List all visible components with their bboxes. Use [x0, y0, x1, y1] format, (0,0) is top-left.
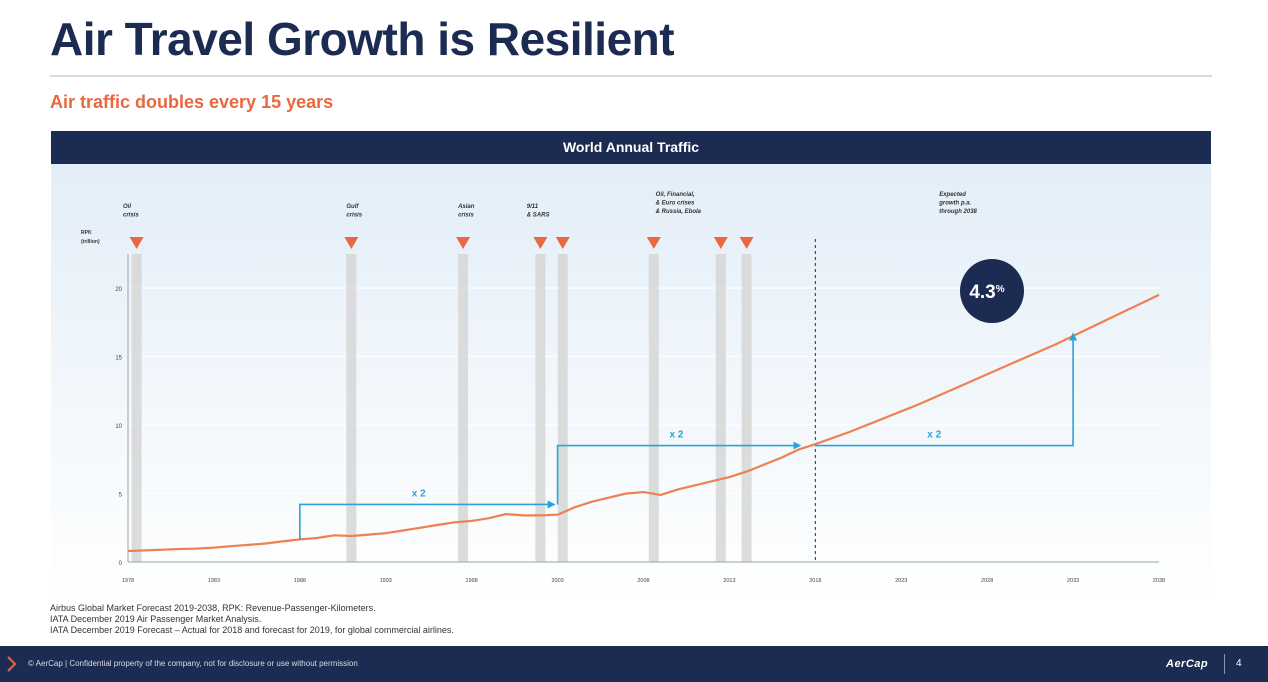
- x-tick-label: 2028: [981, 578, 993, 584]
- crisis-band: [535, 254, 546, 562]
- axes: 0 5 10 15 20 RPK (trillion) 1978 1983 1988 1993 199…: [81, 230, 1165, 584]
- crisis-label-line: & SARS: [527, 213, 550, 219]
- series-line: [127, 293, 1160, 553]
- note-line: IATA December 2019 Air Passenger Market …: [50, 614, 262, 624]
- crisis-label-line: Asian: [457, 204, 475, 210]
- x-tick-label: 2008: [637, 578, 649, 584]
- crisis-band: [715, 254, 726, 562]
- doubling-label: x 2: [412, 488, 426, 499]
- crisis-label-line: crisis: [458, 213, 474, 219]
- note-line: IATA December 2019 Forecast – Actual for…: [50, 625, 454, 635]
- crisis-label-line: crisis: [346, 213, 362, 219]
- crisis-bands: [129, 237, 754, 562]
- crisis-band: [648, 254, 659, 562]
- crisis-label: Oil, Financial, & Euro crises & Russia, Eb…: [656, 192, 702, 215]
- growth-badge-circle: [960, 259, 1024, 323]
- page-number: 4: [1236, 658, 1242, 669]
- crisis-label-line: & Euro crises: [656, 201, 695, 207]
- doubling-arrow: [299, 500, 556, 541]
- crisis-band: [458, 254, 469, 562]
- doubling-label: x 2: [670, 430, 684, 441]
- source-notes: Airbus Global Market Forecast 2019-2038,…: [50, 603, 454, 636]
- crisis-marker-icon: [129, 237, 144, 249]
- doubling-arrow: [815, 332, 1078, 447]
- growth-badge-unit: %: [996, 284, 1005, 295]
- footer-divider: [1224, 654, 1225, 674]
- x-tick-label: 1978: [122, 578, 134, 584]
- crisis-label-line: crisis: [123, 213, 139, 219]
- note-line: Airbus Global Market Forecast 2019-2038,…: [50, 603, 376, 613]
- crisis-marker-icon: [456, 237, 471, 249]
- y-tick-label: 10: [115, 424, 122, 430]
- footer-bar: © AerCap | Confidential property of the …: [0, 646, 1268, 682]
- growth-badge-value: 4.3: [969, 282, 995, 303]
- crisis-marker-icon: [344, 237, 359, 249]
- crisis-label-line: Oil: [123, 204, 131, 210]
- y-axis-label: (trillion): [81, 239, 100, 245]
- crisis-marker-icon: [555, 237, 570, 249]
- crisis-label-line: growth p.a.: [938, 201, 971, 207]
- x-tick-label: 1983: [208, 578, 220, 584]
- crisis-marker-icon: [713, 237, 728, 249]
- x-tick-label: 2003: [551, 578, 563, 584]
- growth-badge-text: 4.3%: [969, 282, 1004, 303]
- y-tick-label: 15: [115, 356, 122, 362]
- doubling-arrow: [556, 441, 802, 505]
- crisis-band: [741, 254, 752, 562]
- x-tick-label: 2038: [1153, 578, 1165, 584]
- growth-badge: 4.3%: [960, 259, 1024, 323]
- slide-subtitle: Air traffic doubles every 15 years: [50, 92, 334, 112]
- crisis-label-line: through 2038: [939, 209, 977, 215]
- footer-disclaimer: © AerCap | Confidential property of the …: [28, 659, 358, 668]
- crisis-label-line: & Russia, Ebola: [656, 209, 702, 215]
- crisis-label: 9/11 & SARS: [527, 204, 550, 219]
- crisis-label: Oil crisis: [123, 204, 139, 219]
- slide-title: Air Travel Growth is Resilient: [50, 13, 675, 65]
- company-logo: AerCap: [1166, 658, 1209, 670]
- y-tick-label: 20: [115, 287, 122, 293]
- chart-background: [51, 164, 1211, 602]
- title-divider: [50, 75, 1212, 77]
- x-tick-label: 2013: [723, 578, 735, 584]
- x-tick-label: 2018: [809, 578, 821, 584]
- doubling-steps: x 2 x 2 x 2: [299, 332, 1078, 541]
- crisis-label: Asian crisis: [457, 204, 475, 219]
- chart-area: 0 5 10 15 20 RPK (trillion) 1978 1983 1988 1993 199…: [51, 164, 1211, 602]
- x-tick-label: 1993: [380, 578, 392, 584]
- x-tick-label: 2023: [895, 578, 907, 584]
- y-tick-label: 5: [119, 493, 123, 499]
- series-layer: [127, 293, 1160, 553]
- x-tick-label: 2033: [1067, 578, 1079, 584]
- crisis-label: Expected growth p.a. through 2038: [938, 192, 977, 215]
- crisis-label-line: Gulf: [346, 204, 359, 210]
- crisis-marker-icon: [646, 237, 661, 249]
- x-tick-label: 1998: [466, 578, 478, 584]
- crisis-label-line: Expected: [939, 192, 966, 198]
- y-axis-label: RPK: [81, 230, 92, 236]
- crisis-marker-icon: [533, 237, 548, 249]
- crisis-band: [346, 254, 357, 562]
- crisis-label: Gulf crisis: [346, 204, 362, 219]
- y-tick-label: 0: [119, 561, 123, 567]
- doubling-label: x 2: [927, 430, 941, 441]
- crisis-label-line: 9/11: [527, 204, 539, 210]
- crisis-band: [557, 254, 568, 562]
- chart-header: World Annual Traffic: [51, 131, 1211, 164]
- chevron-right-icon: [7, 656, 17, 672]
- crisis-label-line: Oil, Financial,: [656, 192, 695, 198]
- crisis-labels: Oil crisis Gulf crisis Asian crisis 9/11 & SARS…: [123, 192, 978, 219]
- traffic-chart: 0 5 10 15 20 RPK (trillion) 1978 1983 1988 1993 199…: [51, 164, 1211, 602]
- x-tick-label: 1988: [294, 578, 306, 584]
- crisis-marker-icon: [739, 237, 754, 249]
- crisis-band: [131, 254, 142, 562]
